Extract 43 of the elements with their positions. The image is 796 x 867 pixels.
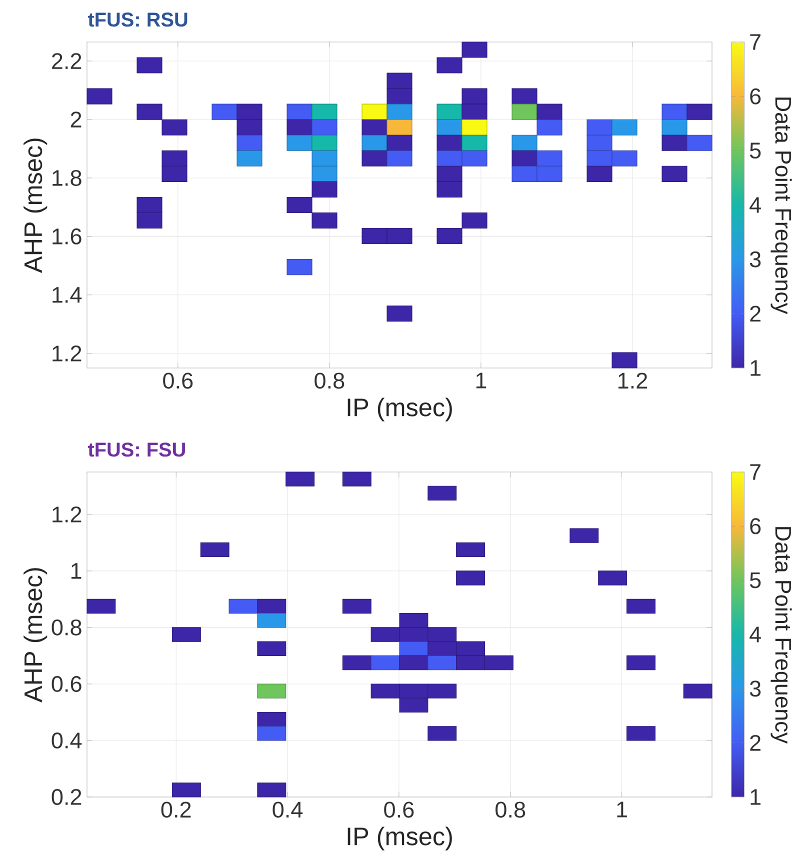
color-bar-label: 1: [750, 360, 760, 376]
x-tick-label: 0.8: [496, 802, 526, 818]
color-bar-label: 5: [750, 572, 761, 588]
y-tick-label: 1.8: [52, 170, 82, 186]
x-tick-label: 1: [617, 802, 627, 818]
color-bar-label: 3: [750, 251, 761, 268]
y-axis-title: AHP (msec): [24, 138, 48, 273]
x-tick-label: 0.2: [161, 802, 191, 818]
x-tick-label: 0.6: [384, 802, 414, 818]
y-tick-label: 2.2: [52, 53, 82, 69]
color-bar-label: 7: [750, 34, 760, 50]
y-tick-label: 0.8: [52, 619, 82, 636]
y-tick-label: 1.2: [52, 346, 82, 362]
x-tick-label: 1: [476, 372, 486, 388]
color-bar-label: 4: [750, 626, 761, 642]
color-bar-label: 1: [750, 789, 760, 805]
x-axis-title: IP (msec): [348, 826, 452, 850]
x-tick-label: 0.6: [163, 372, 193, 389]
y-tick-label: 1.6: [52, 228, 82, 244]
color-bar-title: Data Point Frequency: [770, 98, 792, 314]
y-tick-label: 0.4: [52, 732, 82, 748]
x-tick-label: 0.4: [272, 802, 303, 818]
y-tick-label: 1.2: [52, 506, 82, 522]
color-bar-label: 7: [750, 464, 760, 480]
color-bar-label: 5: [750, 142, 761, 159]
chart-title: tFUS: FSU: [88, 442, 185, 457]
color-bar-label: 3: [750, 680, 761, 697]
x-tick-label: 1.2: [618, 372, 648, 388]
y-tick-label: 0.6: [52, 676, 82, 692]
x-axis-title: IP (msec): [348, 398, 452, 422]
y-tick-label: 1: [71, 563, 82, 579]
y-tick-label: 1.4: [52, 287, 82, 303]
color-bar-label: 2: [750, 734, 760, 751]
y-tick-label: 0.2: [52, 789, 82, 806]
color-bar-label: 6: [750, 88, 761, 104]
x-tick-label: 0.8: [314, 372, 344, 389]
color-bar-label: 6: [750, 518, 761, 534]
color-bar-title: Data Point Frequency: [770, 527, 792, 744]
y-tick-label: 2: [70, 112, 82, 128]
color-bar-label: 4: [750, 197, 761, 213]
color-bar-label: 2: [750, 306, 760, 322]
chart-title: tFUS: RSU: [88, 12, 188, 27]
y-axis-title: AHP (msec): [24, 568, 48, 702]
